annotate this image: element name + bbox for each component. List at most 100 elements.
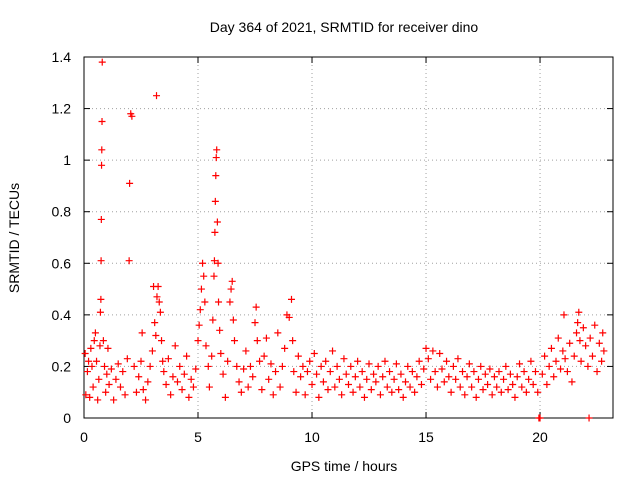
data-point [306,357,314,365]
data-point [116,383,124,391]
data-point [326,368,334,376]
data-point [335,375,343,383]
y-ticks: 0 0.2 0.4 0.6 0.8 1 1.2 1.4 [52,49,613,426]
data-point [119,368,127,376]
data-point [345,380,352,388]
data-point [94,396,102,404]
data-point [83,368,91,376]
y-tick-label: 0.2 [52,358,72,374]
data-point [584,362,592,370]
data-point [228,277,236,285]
data-point [308,380,316,388]
data-point [516,360,524,368]
data-point [290,368,298,376]
data-point [490,373,498,381]
data-point [563,368,571,376]
data-point [586,334,594,342]
data-point [511,393,519,401]
data-point [205,383,213,391]
data-point [226,298,234,306]
data-point [459,368,467,376]
data-point [315,393,323,401]
data-point [456,383,464,391]
data-point [256,357,264,365]
data-point [568,378,576,386]
data-point [152,331,160,339]
data-point [123,355,131,363]
data-point [424,355,432,363]
data-point [98,58,106,66]
data-point [139,386,147,394]
data-point [216,326,224,334]
data-point [260,352,268,360]
data-point [486,365,494,373]
data-point [169,373,177,381]
data-point [249,373,257,381]
data-point [262,334,270,342]
chart-title: Day 364 of 2021, SRMTID for receiver din… [210,19,479,35]
data-point [97,295,105,303]
data-point [411,388,419,396]
data-point [187,375,195,383]
data-point [132,388,140,396]
data-point [85,357,93,365]
data-point [468,383,476,391]
data-point [360,393,368,401]
data-point [278,362,286,370]
data-point [201,298,209,306]
data-point [550,373,558,381]
data-point [324,386,332,394]
data-point [429,347,437,355]
data-point [269,391,277,399]
data-point [104,344,112,352]
data-point [97,215,105,223]
data-point [272,368,280,376]
data-point [227,285,235,293]
x-tick-label: 0 [80,429,88,445]
data-point [461,391,469,399]
data-point [301,391,309,399]
data-point [285,313,293,321]
data-point [138,329,146,337]
y-tick-label: 0.6 [52,255,72,271]
data-point [404,362,412,370]
data-point [240,365,248,373]
data-point [98,117,106,125]
data-point [470,368,478,376]
y-tick-label: 0.8 [52,204,72,220]
data-point [370,370,378,378]
data-point [504,386,512,394]
data-point [167,391,175,399]
data-point [552,357,560,365]
data-point [560,311,568,319]
data-point [576,337,584,345]
data-point [474,375,482,383]
data-point [102,388,110,396]
data-point [386,368,394,376]
data-point [230,337,238,345]
data-point [575,308,583,316]
data-point [213,218,221,226]
data-point [479,386,487,394]
data-point [87,344,95,352]
data-point [93,357,101,365]
data-point [381,357,389,365]
y-tick-label: 0.4 [52,307,72,323]
data-point [251,319,259,327]
data-point [126,179,134,187]
data-point [253,337,261,345]
data-point [600,347,608,355]
data-point [265,375,273,383]
data-point [142,396,150,404]
y-tick-label: 1.4 [52,49,72,65]
data-point [529,380,537,388]
data-point [208,352,216,360]
data-point [577,357,585,365]
data-point [413,373,421,381]
data-point [397,370,405,378]
data-point [176,362,184,370]
data-point [547,344,555,352]
data-point [303,368,311,376]
data-point [493,383,501,391]
data-point [105,380,113,388]
